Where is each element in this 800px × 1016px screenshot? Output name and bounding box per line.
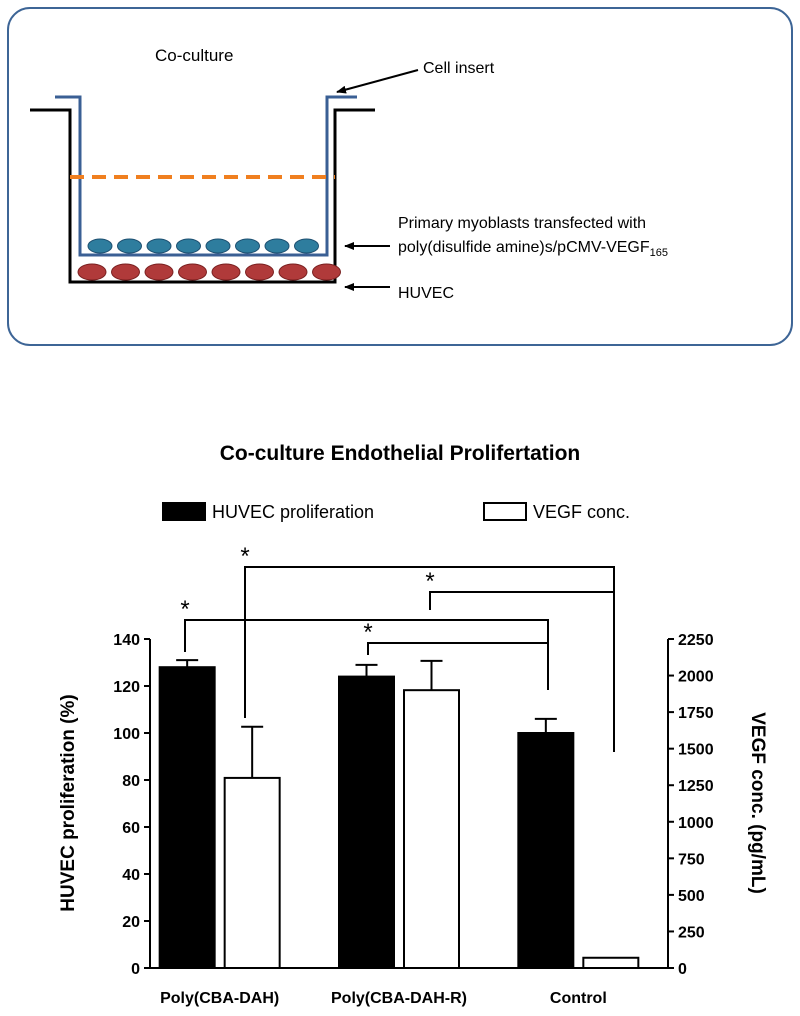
huvec-cell — [245, 263, 274, 281]
y-tick-label: 40 — [122, 867, 140, 884]
significance-label: * — [363, 619, 372, 646]
subscript: 165 — [650, 247, 668, 259]
myoblast-cell — [176, 238, 201, 254]
y2-axis-label: VEGF conc. (pg/mL) — [747, 712, 768, 894]
y-tick-label: 100 — [113, 726, 140, 743]
y-axis-label: HUVEC proliferation (%) — [58, 694, 79, 911]
y-tick-label: 20 — [122, 914, 140, 931]
bar — [582, 956, 640, 970]
diagram-frame — [7, 7, 793, 346]
x-tick-label: Control — [550, 990, 607, 1007]
error-bar — [241, 725, 264, 778]
x-tick-label: Poly(CBA-DAH-R) — [331, 990, 467, 1007]
well — [30, 108, 375, 284]
bar — [403, 689, 460, 970]
significance-bracket — [367, 642, 548, 655]
significance-bracket — [184, 619, 549, 690]
y2-tick-label: 1500 — [678, 742, 714, 759]
x-tick-label: Poly(CBA-DAH) — [160, 990, 279, 1007]
y-tick-label: 140 — [113, 632, 140, 649]
y2-tick-label: 1000 — [678, 815, 714, 832]
legend-swatch — [483, 502, 527, 521]
y-tick-label: 60 — [122, 820, 140, 837]
chart: Co-culture Endothelial Prolifertation 0 2… — [58, 442, 768, 1007]
huvec-cell — [178, 263, 207, 281]
y2-tick-label: 750 — [678, 851, 705, 868]
myoblast-cell — [117, 238, 142, 254]
legend-label: VEGF conc. — [533, 502, 630, 522]
y2-tick-label: 0 — [678, 961, 687, 978]
huvec-cell — [312, 263, 341, 281]
insert-label: Cell insert — [423, 60, 495, 77]
myoblast-cell — [146, 238, 172, 254]
significance-label: * — [180, 596, 189, 623]
legend-swatch — [162, 502, 206, 521]
significance-label: * — [425, 568, 434, 595]
legend-label: HUVEC proliferation — [212, 502, 374, 522]
bar — [338, 675, 395, 969]
error-bar — [420, 659, 443, 691]
y2-tick-label: 1750 — [678, 705, 714, 722]
huvec-cell — [144, 263, 174, 281]
huvec-cell — [77, 263, 107, 281]
huvec-label: HUVEC — [398, 285, 454, 302]
y-tick-label: 0 — [131, 961, 140, 978]
y2-tick-label: 2000 — [678, 669, 714, 686]
error-bar — [355, 663, 378, 677]
myoblast-cell — [294, 238, 319, 254]
significance-label: * — [240, 543, 249, 570]
cells — [77, 238, 341, 281]
y2-tick-label: 500 — [678, 888, 705, 905]
diagram: Co-culture Cell insert Primary myoblasts… — [7, 7, 793, 346]
bar — [223, 776, 281, 970]
significance-bracket — [244, 566, 615, 752]
error-bar — [176, 659, 199, 668]
huvec-cell — [111, 263, 140, 281]
y2-tick-label: 1250 — [678, 778, 714, 795]
chart-title: Co-culture Endothelial Prolifertation — [220, 442, 581, 465]
bar — [158, 666, 216, 969]
myoblast-cell — [235, 238, 260, 254]
myoblast-label: poly(disulfide amine)s/pCMV-VEGF165 — [398, 239, 668, 259]
y-tick-label: 120 — [113, 679, 140, 696]
huvec-cell — [211, 263, 241, 281]
myoblast-cell — [264, 238, 290, 254]
insert — [55, 95, 357, 257]
y2-tick-label: 250 — [678, 924, 705, 941]
diagram-title: Co-culture — [155, 46, 233, 65]
huvec-cell — [278, 263, 308, 281]
label-text: poly(disulfide amine)s/pCMV-VEGF — [398, 239, 650, 256]
myoblast-cell — [87, 238, 113, 254]
y-tick-label: 80 — [122, 773, 140, 790]
myoblast-cell — [205, 238, 231, 254]
myoblast-label: Primary myoblasts transfected with — [398, 215, 646, 232]
arrow — [336, 69, 419, 94]
significance-bracket — [429, 591, 614, 610]
bar — [517, 732, 575, 969]
y2-tick-label: 2250 — [678, 632, 714, 649]
error-bar — [534, 717, 557, 733]
